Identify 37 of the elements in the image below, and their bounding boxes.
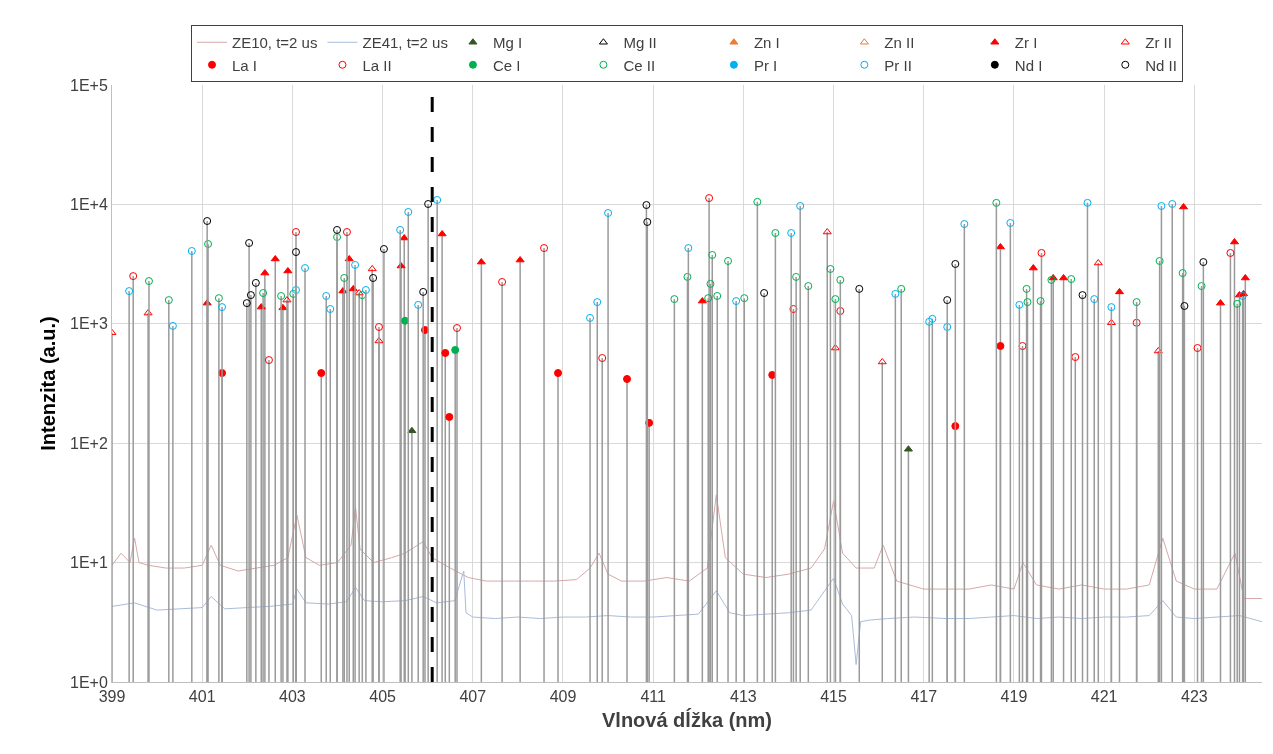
x-tick-label: 409	[549, 688, 577, 706]
y-axis-title: Intenzita (a.u.)	[37, 316, 60, 451]
y-tick-label: 1E+4	[69, 196, 108, 213]
x-tick-label: 417	[910, 688, 938, 706]
legend-label: Pr II	[884, 56, 912, 74]
legend-label: La I	[232, 56, 258, 74]
x-axis-title: Vlnová dĺžka (nm)	[601, 707, 773, 731]
x-tick-label: 407	[459, 688, 487, 706]
y-tick-label: 1E+1	[69, 554, 108, 572]
y-tick-label: 1E+0	[69, 673, 108, 691]
y-tick-label: 1E+3	[69, 315, 108, 333]
x-tick-label: 421	[1090, 688, 1118, 706]
x-tick-label: 403	[279, 688, 306, 706]
legend-label: Ce I	[492, 56, 521, 74]
legend-label: La II	[362, 56, 392, 74]
legend-label: Zn I	[753, 34, 780, 52]
x-tick-label: 405	[369, 688, 397, 706]
legend-label: Nd II	[1145, 56, 1177, 74]
legend-label: Pr I	[753, 56, 778, 74]
legend-label: Zr I	[1014, 34, 1038, 52]
x-tick-label: 401	[188, 688, 216, 706]
x-tick-label: 399	[98, 688, 126, 706]
legend-label: ZE41, t=2 us	[362, 34, 448, 52]
legend-label: Mg I	[492, 34, 523, 52]
x-tick-label: 415	[820, 688, 848, 706]
legend-label: Zr II	[1145, 34, 1172, 52]
x-tick-label: 423	[1181, 688, 1208, 706]
x-tick-label: 413	[730, 688, 757, 706]
y-tick-label: 1E+2	[69, 434, 108, 452]
legend-label: Nd I	[1014, 56, 1043, 74]
legend-label: Zn II	[884, 34, 915, 52]
x-tick-label: 411	[640, 688, 667, 706]
legend-label: Ce II	[623, 56, 656, 74]
legend-label: ZE10, t=2 us	[232, 34, 318, 52]
x-tick-label: 419	[1000, 688, 1028, 706]
y-tick-label: 1E+5	[69, 76, 108, 94]
legend-label: Mg II	[623, 34, 657, 52]
